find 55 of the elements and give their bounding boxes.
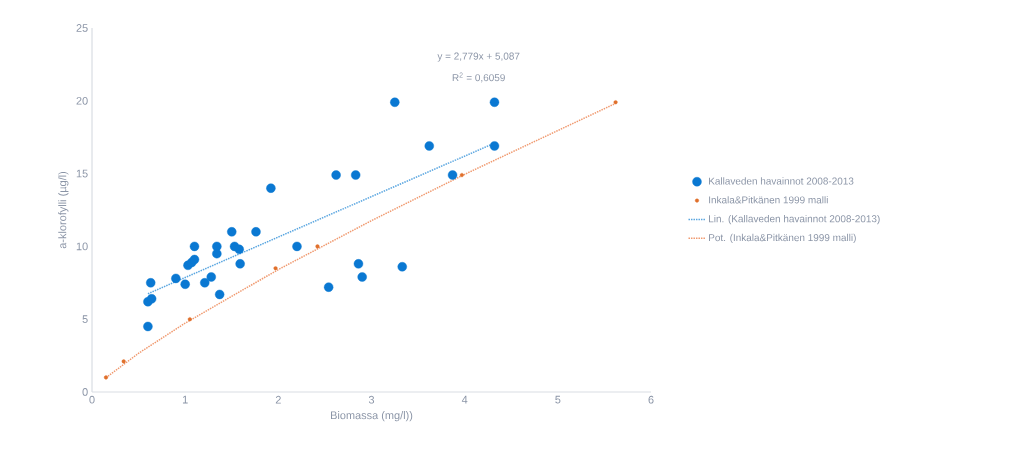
point (397, 262, 407, 272)
x-tick-label: 2 (275, 395, 281, 404)
x-tick-label: 6 (648, 395, 654, 404)
point (227, 227, 237, 237)
point (447, 170, 458, 180)
annotation: R$^{2}$ = 0,6059 (452, 72, 505, 83)
y-tick-label: 15 (76, 169, 88, 178)
x-axis-title: Biomassa (mg/l)) (331, 411, 413, 422)
y-tick-label: 25 (76, 24, 88, 32)
point (251, 227, 261, 237)
point (357, 272, 367, 282)
point (121, 359, 126, 364)
point (350, 170, 361, 180)
point (146, 294, 157, 304)
point (200, 278, 210, 288)
y-tick-label: 10 (76, 242, 88, 251)
point (171, 273, 181, 284)
point (214, 289, 225, 300)
point (489, 97, 500, 107)
point (180, 279, 190, 289)
point (292, 241, 302, 252)
x-tick-label: 1 (182, 395, 188, 404)
x-tick-label: 5 (555, 395, 561, 404)
point (353, 259, 364, 269)
point (390, 97, 400, 107)
point (234, 244, 244, 254)
point (103, 375, 108, 380)
legend-label: Inkala&Pitkänen 1999 malli (709, 196, 828, 204)
y-tick-label: 5 (82, 315, 88, 324)
y-tick-label: 20 (76, 96, 88, 105)
x-tick-label: 4 (461, 395, 468, 404)
line-series (105, 102, 617, 379)
legend-label: Kallaveden havainnot 2008-2013 (709, 177, 854, 185)
point (189, 241, 200, 252)
x-tick-label: 3 (368, 395, 375, 404)
point (424, 141, 434, 151)
y-axis-title: a-klorofylli (µg/l) (58, 171, 69, 249)
x-tick-label: 0 (89, 395, 95, 404)
point (273, 266, 278, 271)
legend-label: Lin. (Kallaveden havainnot 2008-2013) (709, 214, 880, 225)
legend-label: Pot. (Inkala&Pitkänen 1999 malli) (709, 233, 856, 244)
point (235, 259, 245, 269)
point (206, 272, 216, 282)
point (143, 321, 153, 332)
point (331, 170, 341, 180)
point (459, 173, 464, 178)
point (323, 282, 334, 292)
point (613, 100, 618, 105)
point (489, 141, 500, 151)
point (146, 278, 156, 288)
y-tick-label: 0 (82, 388, 88, 396)
point (315, 244, 320, 249)
point (187, 317, 192, 322)
point (266, 183, 276, 193)
annotation: y = 2,779x + 5,087 (437, 52, 520, 62)
